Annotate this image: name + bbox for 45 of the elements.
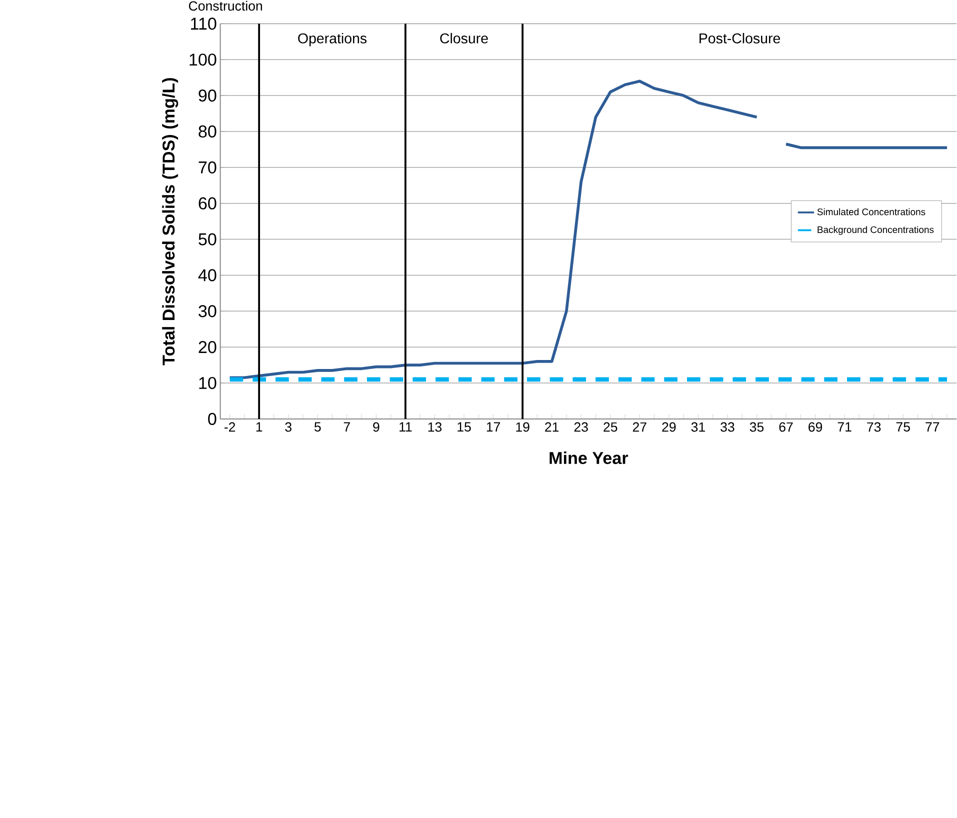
legend-label: Background Concentrations [818, 226, 934, 235]
x-tick-label: 25 [604, 422, 618, 432]
x-tick-label: 27 [632, 422, 646, 432]
annotation: Post-Closure [700, 33, 780, 44]
x-tick-label: 5 [314, 422, 321, 432]
x-tick-label: 33 [720, 422, 734, 432]
x-tick-label: 73 [867, 422, 881, 432]
y-tick-label: 70 [198, 161, 216, 174]
y-tick-label: 60 [198, 197, 216, 210]
y-tick-label: 50 [198, 233, 216, 246]
x-axis-title: Mine Year [550, 452, 628, 464]
y-tick-label: 80 [198, 126, 216, 138]
annotation: Operations [298, 33, 367, 46]
x-tick-label: 77 [926, 422, 940, 432]
x-tick-label: 17 [486, 422, 500, 432]
y-axis-title: Total Dissolved Solids (TDS) (mg/L) [162, 78, 178, 366]
y-tick-label: 20 [198, 341, 216, 354]
y-tick-label: 40 [198, 269, 216, 282]
x-tick-label: 75 [896, 422, 910, 432]
x-tick-label: 7 [344, 422, 350, 432]
x-tick-label: 15 [458, 422, 471, 432]
x-tick-label: 19 [516, 422, 530, 432]
y-tick-label: 10 [199, 377, 216, 390]
x-tick-label: 35 [750, 422, 764, 432]
y-tick-label: 90 [198, 90, 216, 102]
x-tick-label: 1 [256, 422, 262, 432]
x-tick-label: 31 [691, 422, 705, 432]
x-tick-label: -2 [224, 422, 236, 432]
x-tick-label: 13 [428, 422, 442, 432]
x-tick-label: 69 [808, 422, 822, 432]
x-tick-label: 71 [838, 422, 852, 432]
text: Construction [188, 1, 262, 11]
y-tick-label: 110 [191, 18, 216, 30]
x-tick-label: 21 [545, 422, 559, 432]
x-tick-label: 9 [373, 422, 380, 432]
legend-label: Simulated Concentrations [817, 208, 926, 216]
x-tick-label: 67 [779, 422, 793, 432]
y-tick-label: 0 [208, 412, 216, 426]
x-tick-label: 3 [285, 422, 292, 432]
annotation: Closure [440, 33, 488, 44]
x-tick-label: 23 [574, 422, 588, 432]
x-tick-label: 29 [662, 422, 676, 432]
x-tick-label: 11 [400, 422, 412, 432]
y-tick-label: 30 [198, 305, 216, 318]
y-tick-label: 100 [190, 54, 216, 66]
